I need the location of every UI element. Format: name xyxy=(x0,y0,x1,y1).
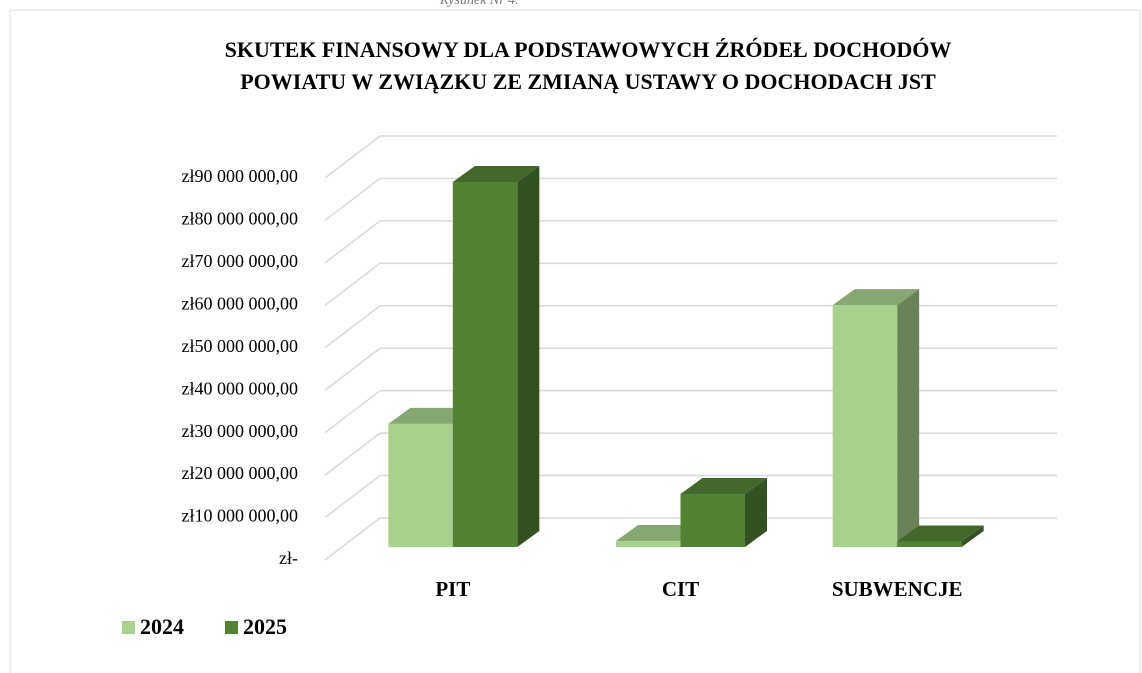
legend-label: 2024 xyxy=(140,614,184,639)
grid-line-depth xyxy=(324,177,381,222)
bar xyxy=(452,165,540,547)
bar-side xyxy=(517,165,540,547)
bar-top xyxy=(897,525,984,542)
bar-front xyxy=(897,541,962,547)
y-tick-label: zł40 000 000,00 xyxy=(182,378,299,398)
bar-top xyxy=(832,289,920,306)
bar-top xyxy=(680,477,767,494)
y-tick-label: zł70 000 000,00 xyxy=(182,251,299,271)
bar-front xyxy=(832,305,898,547)
y-tick-label: zł50 000 000,00 xyxy=(182,336,299,356)
caption: Rysunek Nr 4. xyxy=(439,0,519,8)
grid-line-depth xyxy=(324,474,381,519)
legend-swatch xyxy=(225,621,238,634)
bar xyxy=(832,289,920,547)
x-tick-label: CIT xyxy=(662,577,699,601)
legend-label: 2025 xyxy=(243,614,287,639)
bar xyxy=(897,525,984,547)
bar-side xyxy=(897,289,920,547)
chart-title: POWIATU W ZWIĄZKU ZE ZMIANĄ USTAWY O DOC… xyxy=(240,69,936,94)
x-tick-label: SUBWENCJE xyxy=(832,577,963,601)
bar xyxy=(680,477,767,547)
y-tick-label: zł60 000 000,00 xyxy=(182,293,299,313)
bar-front xyxy=(452,181,518,547)
bar-front xyxy=(680,493,745,547)
grid-line-depth xyxy=(324,262,381,306)
grid-line-depth xyxy=(324,517,381,561)
y-tick-label: zł90 000 000,00 xyxy=(182,166,299,186)
grid-line-depth xyxy=(324,135,381,179)
chart-title: SKUTEK FINANSOWY DLA PODSTAWOWYCH ŹRÓDEŁ… xyxy=(225,37,952,62)
bar-top xyxy=(452,165,540,182)
y-tick-label: zł- xyxy=(279,548,298,568)
bar-side xyxy=(961,525,984,547)
grid-line-depth xyxy=(324,347,381,391)
grid-line-depth xyxy=(324,305,381,349)
legend-swatch xyxy=(122,621,135,634)
y-tick-label: zł10 000 000,00 xyxy=(182,506,299,526)
bar-front xyxy=(388,423,453,547)
grid-line-depth xyxy=(324,220,381,264)
grid-line-depth xyxy=(324,432,381,476)
y-tick-label: zł30 000 000,00 xyxy=(182,421,299,441)
grid-line-depth xyxy=(324,390,381,434)
bar-side xyxy=(745,477,767,547)
y-tick-label: zł80 000 000,00 xyxy=(182,209,299,229)
y-tick-label: zł20 000 000,00 xyxy=(182,463,299,483)
x-tick-label: PIT xyxy=(435,577,470,601)
bar-front xyxy=(616,541,681,547)
